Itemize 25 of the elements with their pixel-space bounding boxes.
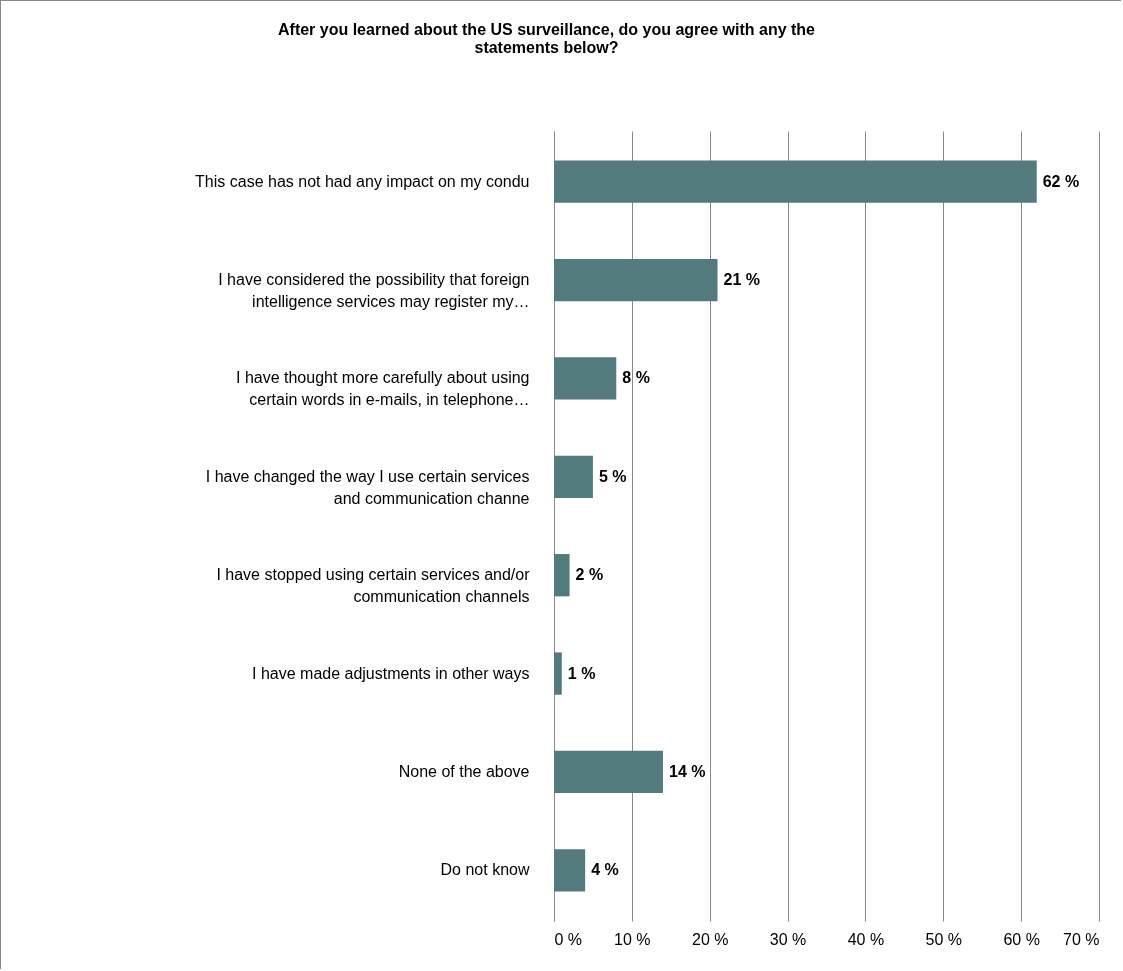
data-label: 5 % [598, 467, 627, 485]
y-tick-label: I have made adjustments in other ways [252, 664, 530, 682]
data-label: 1 % [567, 664, 596, 682]
y-tick-label: I have considered the possibility that foreign intelligence services may register my… [218, 271, 530, 311]
x-tick-label: 60 % [1003, 930, 1040, 948]
data-label: 8 % [622, 369, 650, 387]
x-tick-label: 30 % [769, 930, 807, 948]
x-tick-label: 70 % [1063, 930, 1100, 948]
x-tick-label: 50 % [925, 930, 963, 948]
y-tick-label: This case has not had any impact on my condu [195, 172, 530, 190]
data-label: 62 % [1042, 172, 1080, 190]
x-tick-label: 0 % [554, 930, 583, 948]
y-tick-label: Do not know [440, 861, 530, 879]
x-tick-label: 40 % [847, 930, 885, 948]
chart-title: After you learned about the US surveillance, do you agree with any the statements below? [277, 21, 816, 56]
data-label: 4 % [591, 861, 619, 879]
y-tick-label: I have stopped using certain services and/or communication channels [216, 566, 531, 606]
y-tick-label: None of the above [398, 762, 530, 780]
x-tick-label: 20 % [691, 930, 729, 948]
y-tick-label: I have thought more carefully about using certain words in e-mails, in telephone… [235, 369, 530, 409]
data-label: 14 % [669, 762, 706, 780]
data-label: 21 % [723, 271, 760, 289]
data-label: 2 % [575, 566, 604, 584]
x-tick-label: 10 % [614, 930, 651, 948]
y-tick-label: I have changed the way I use certain services and communication channe [205, 467, 530, 507]
